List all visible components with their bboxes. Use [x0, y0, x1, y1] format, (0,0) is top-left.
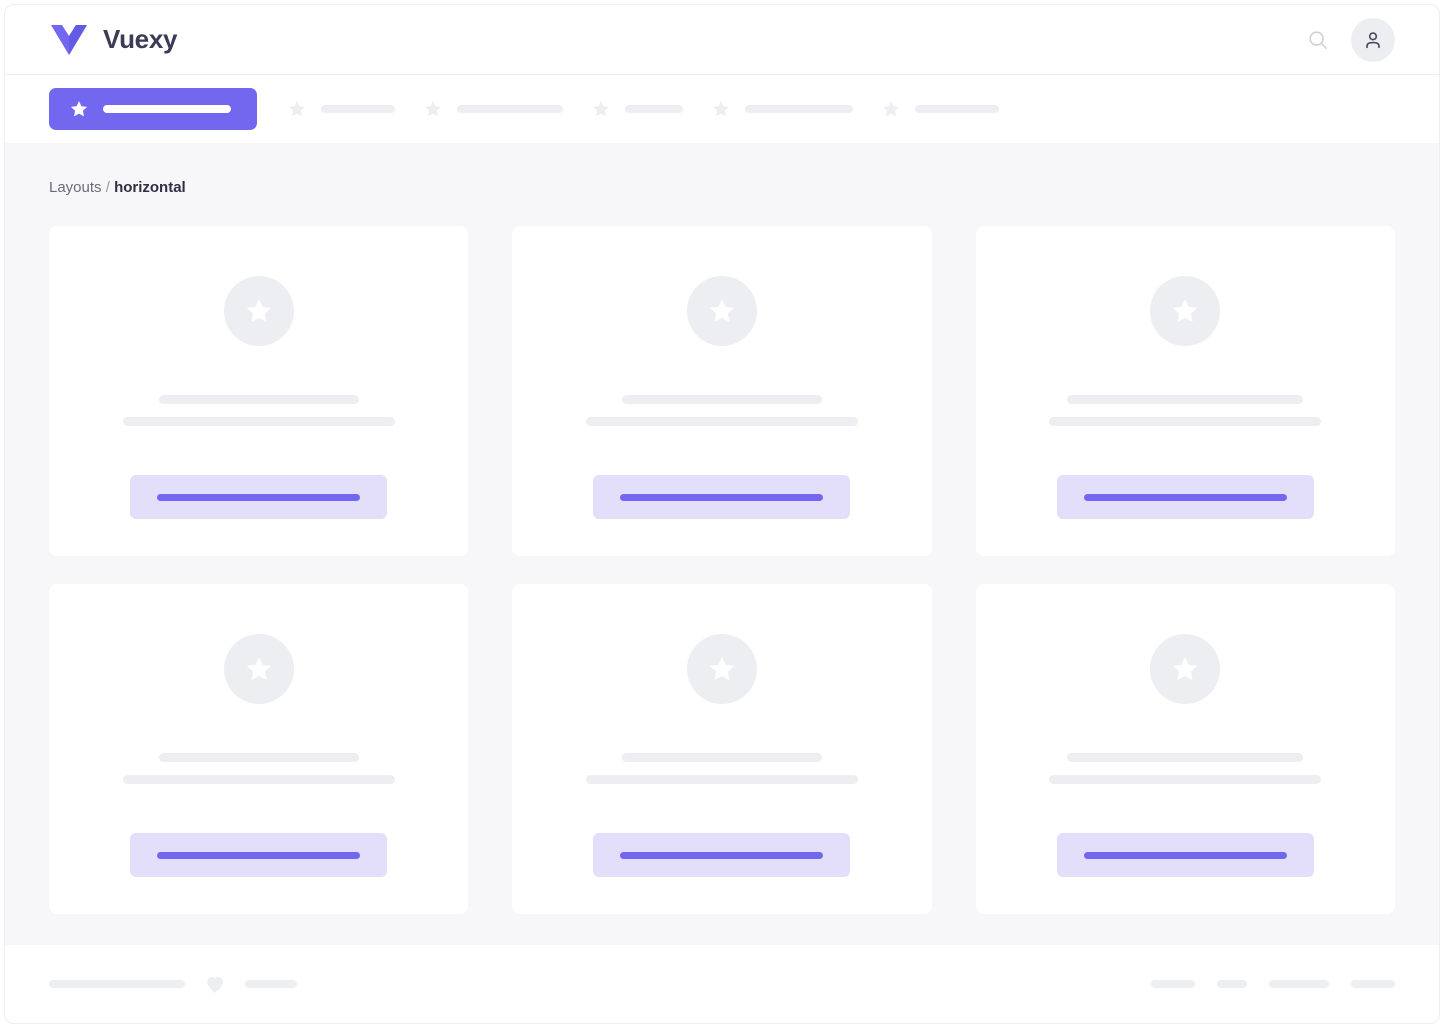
star-icon: [287, 99, 307, 119]
card-text-skeletons: [976, 753, 1395, 784]
card-line-2: [585, 775, 858, 784]
breadcrumb-current: horizontal: [114, 179, 186, 196]
vuexy-v-logo-icon: [49, 23, 89, 57]
breadcrumb-separator: /: [101, 179, 115, 196]
card-line-1: [621, 395, 822, 404]
card-line-1: [158, 395, 359, 404]
nav-item-4[interactable]: [591, 88, 683, 130]
star-icon: [709, 657, 735, 680]
nav-item-label-skeleton: [103, 105, 231, 113]
horizontal-navbar: [5, 75, 1439, 143]
star-icon: [591, 99, 611, 119]
card-action-button[interactable]: [593, 833, 851, 877]
card-button-label-skeleton: [620, 851, 824, 859]
card-text-skeletons: [49, 395, 468, 426]
heart-icon: [205, 975, 225, 994]
footer-link-1-skeleton[interactable]: [1151, 980, 1195, 988]
star-icon: [246, 299, 271, 322]
star-icon: [711, 99, 731, 119]
nav-item-label-skeleton: [915, 105, 999, 113]
footer-link-4-skeleton[interactable]: [1351, 980, 1395, 988]
card-action-button[interactable]: [130, 833, 388, 877]
card-action-button[interactable]: [1056, 833, 1314, 877]
nav-item-2[interactable]: [287, 88, 395, 130]
nav-item-label-skeleton: [457, 105, 563, 113]
card-action-button[interactable]: [1056, 475, 1314, 519]
nav-item-label-skeleton: [745, 105, 853, 113]
footer-author-skeleton: [245, 980, 297, 988]
card-line-2: [585, 417, 858, 426]
card-avatar: [1150, 276, 1221, 346]
card: [975, 584, 1395, 914]
footer-link-2-skeleton[interactable]: [1217, 980, 1247, 988]
card: [512, 584, 932, 914]
star-icon: [246, 657, 271, 680]
card-line-2: [122, 417, 395, 426]
card-avatar: [1150, 634, 1221, 704]
star-icon: [423, 99, 443, 119]
footer-left: [49, 975, 297, 994]
card-text-skeletons: [512, 753, 931, 784]
star-icon: [709, 299, 735, 322]
nav-item-label-skeleton: [625, 105, 683, 113]
card-button-label-skeleton: [157, 493, 361, 501]
star-icon: [881, 99, 901, 119]
nav-item-label-skeleton: [321, 105, 395, 113]
footer-right: [1151, 980, 1395, 988]
user-icon: [1366, 31, 1380, 48]
card-text-skeletons: [49, 753, 468, 784]
card-button-label-skeleton: [1083, 493, 1287, 501]
card-avatar: [686, 276, 757, 346]
card-line-1: [1067, 753, 1304, 762]
app-header: Vuexy: [5, 5, 1439, 75]
card-action-button[interactable]: [130, 475, 388, 519]
card-line-2: [1049, 417, 1322, 426]
card-action-button[interactable]: [593, 475, 851, 519]
nav-item-5[interactable]: [711, 88, 853, 130]
card: [975, 226, 1395, 556]
card-line-2: [1049, 775, 1322, 784]
card-line-1: [621, 753, 822, 762]
nav-item-1[interactable]: [49, 88, 257, 130]
card-line-1: [158, 753, 359, 762]
star-icon: [1173, 299, 1198, 322]
card-button-label-skeleton: [157, 851, 361, 859]
card-line-2: [122, 775, 395, 784]
card: [49, 584, 469, 914]
card-text-skeletons: [512, 395, 931, 426]
card: [49, 226, 469, 556]
search-icon[interactable]: [1307, 29, 1329, 51]
card-text-skeletons: [976, 395, 1395, 426]
nav-item-3[interactable]: [423, 88, 563, 130]
nav-item-6[interactable]: [881, 88, 999, 130]
avatar[interactable]: [1351, 17, 1395, 62]
footer-link-3-skeleton[interactable]: [1269, 980, 1329, 988]
card-avatar: [223, 276, 294, 346]
card-grid: [49, 226, 1395, 914]
card-avatar: [223, 634, 294, 704]
app-footer: [5, 945, 1439, 1023]
breadcrumb-root[interactable]: Layouts: [49, 179, 102, 196]
star-icon: [69, 99, 89, 119]
card-avatar: [686, 634, 757, 704]
card-line-1: [1067, 395, 1304, 404]
card: [512, 226, 932, 556]
breadcrumb: Layouts / horizontal: [49, 179, 1395, 196]
star-icon: [1173, 657, 1198, 680]
card-button-label-skeleton: [1083, 851, 1287, 859]
app-window: Vuexy: [4, 4, 1440, 1024]
footer-copyright-skeleton: [49, 980, 185, 988]
header-actions: [1307, 17, 1395, 62]
page-content: Layouts / horizontal: [5, 143, 1439, 945]
brand-name: Vuexy: [103, 24, 178, 54]
brand-logo[interactable]: Vuexy: [49, 23, 177, 57]
card-button-label-skeleton: [620, 493, 824, 501]
